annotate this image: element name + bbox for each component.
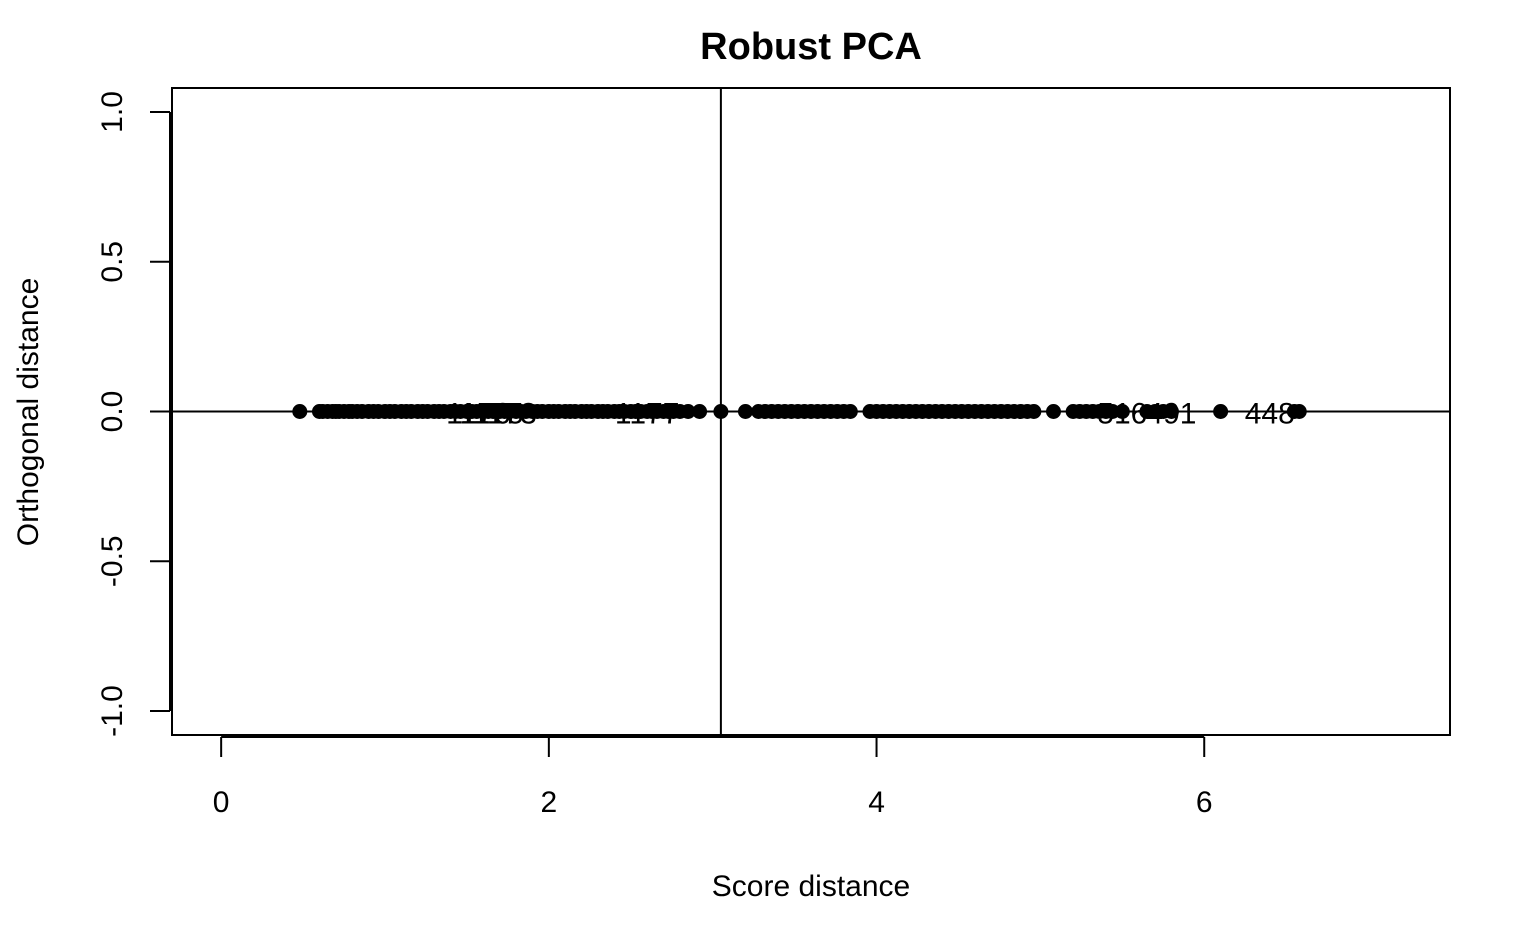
data-point	[737, 404, 753, 419]
x-tick-label: 4	[868, 786, 885, 819]
x-tick-label: 6	[1196, 786, 1213, 819]
data-point	[692, 404, 708, 419]
y-tick-label: -1.0	[96, 685, 129, 737]
data-point	[1213, 404, 1229, 419]
data-point	[680, 404, 696, 419]
y-tick-label: -0.5	[96, 535, 129, 587]
chart-title: Robust PCA	[700, 26, 922, 68]
x-tick-label: 2	[541, 786, 558, 819]
data-point	[1163, 404, 1179, 419]
data-point	[842, 404, 858, 419]
point-label: 516	[1097, 398, 1147, 431]
data-point	[713, 404, 729, 419]
data-point	[1291, 404, 1307, 419]
y-tick-label: 1.0	[96, 91, 129, 133]
data-point	[292, 404, 308, 419]
data-points	[292, 404, 1307, 419]
point-label: 491	[1146, 398, 1196, 431]
y-axis-label: Orthogonal distance	[12, 278, 45, 547]
point-label: 448	[1245, 398, 1295, 431]
data-point	[1114, 404, 1130, 419]
x-axis: 0 2 4 6	[213, 736, 1213, 819]
y-tick-label: 0.0	[96, 391, 129, 433]
point-label: 1176	[446, 398, 511, 431]
data-point	[1045, 404, 1061, 419]
x-axis-label: Score distance	[712, 870, 910, 903]
point-label: 1177	[615, 398, 680, 431]
point-label: 1175	[459, 398, 524, 431]
point-label: 1173	[472, 398, 537, 431]
data-point	[1026, 404, 1042, 419]
y-axis: -1.0 -0.5 0.0 0.5 1.0	[96, 91, 171, 737]
x-tick-label: 0	[213, 786, 230, 819]
y-tick-label: 0.5	[96, 241, 129, 283]
